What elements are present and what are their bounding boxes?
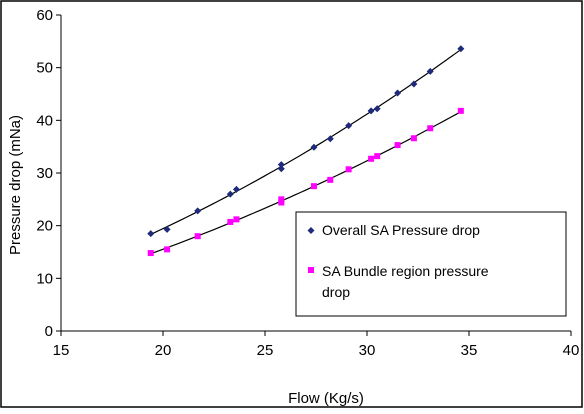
data-point-overall (194, 207, 202, 215)
y-tick-label: 20 (36, 218, 53, 235)
data-point-overall (326, 135, 334, 143)
data-point-bundle (164, 246, 171, 253)
legend-marker-bundle (308, 267, 314, 273)
data-point-bundle (147, 250, 154, 257)
x-tick-label: 15 (53, 342, 70, 359)
trendline-0 (150, 49, 462, 235)
x-axis-title: Flow (Kg/s) (288, 390, 364, 407)
data-point-bundle (310, 183, 317, 190)
data-point-overall (426, 67, 434, 75)
data-point-overall (457, 45, 465, 53)
axes: 0 10 20 30 40 50 60 15 20 25 30 35 40 (36, 7, 579, 359)
data-point-bundle (194, 233, 201, 240)
data-point-bundle (278, 196, 285, 203)
data-point-overall (410, 80, 418, 88)
y-tick-label: 0 (45, 323, 53, 340)
data-point-overall (394, 89, 402, 97)
x-tick-label: 35 (461, 342, 478, 359)
data-point-bundle (374, 153, 381, 160)
data-point-overall (147, 230, 155, 238)
data-markers (147, 45, 465, 257)
data-point-bundle (327, 176, 334, 183)
y-tick-label: 10 (36, 270, 53, 287)
data-point-bundle (345, 166, 352, 173)
data-point-bundle (394, 142, 401, 149)
legend-box (295, 211, 567, 317)
data-point-bundle (457, 107, 464, 114)
data-point-bundle (278, 199, 285, 206)
data-point-overall (367, 107, 375, 115)
data-point-overall (310, 143, 318, 151)
data-point-overall (373, 105, 381, 113)
data-point-bundle (368, 155, 375, 162)
x-tick-label: 25 (257, 342, 274, 359)
data-point-overall (345, 122, 353, 130)
data-point-bundle (410, 135, 417, 142)
legend-label-bundle-line1: SA Bundle region pressure (322, 263, 489, 279)
data-point-overall (277, 161, 285, 169)
trendline-1 (150, 111, 462, 255)
data-point-bundle (233, 216, 240, 223)
legend-label-bundle-line2: drop (322, 284, 350, 300)
data-point-bundle (227, 218, 234, 225)
data-point-bundle (427, 125, 434, 132)
legend-label-overall: Overall SA Pressure drop (322, 222, 480, 238)
trendlines (150, 49, 462, 255)
legend: Overall SA Pressure drop SA Bundle regio… (295, 211, 567, 317)
x-tick-label: 20 (155, 342, 172, 359)
y-tick-label: 30 (36, 165, 53, 182)
data-point-overall (277, 165, 285, 173)
y-tick-label: 60 (36, 7, 53, 24)
x-tick-label: 30 (359, 342, 376, 359)
data-point-overall (163, 225, 171, 233)
data-point-overall (226, 190, 234, 198)
y-axis-title: Pressure drop (mNa) (7, 115, 24, 255)
y-tick-label: 40 (36, 112, 53, 129)
data-point-overall (232, 185, 240, 193)
x-tick-label: 40 (563, 342, 580, 359)
y-tick-label: 50 (36, 60, 53, 77)
legend-marker-overall (307, 227, 315, 234)
